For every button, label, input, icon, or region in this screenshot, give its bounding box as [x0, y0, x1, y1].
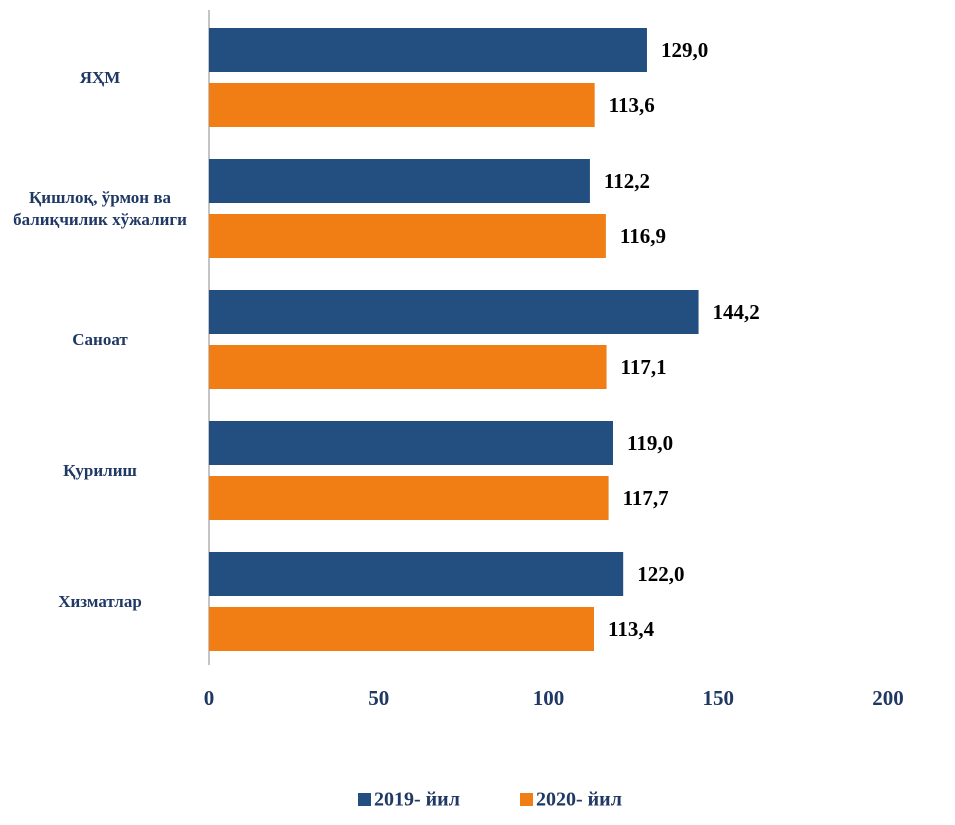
bar: [209, 607, 594, 651]
bar: [209, 476, 609, 520]
bar: [209, 552, 624, 596]
x-tick-label: 200: [872, 686, 904, 710]
x-tick-label: 0: [204, 686, 215, 710]
value-label: 112,2: [604, 169, 650, 193]
value-label: 113,6: [609, 93, 655, 117]
value-label: 122,0: [637, 562, 684, 586]
category-label: Хизматлар: [58, 592, 142, 611]
value-label: 129,0: [661, 38, 708, 62]
value-label: 119,0: [627, 431, 673, 455]
legend-swatch: [520, 793, 533, 806]
x-tick-label: 100: [533, 686, 565, 710]
value-label: 117,7: [623, 486, 669, 510]
bar: [209, 83, 595, 127]
bar: [209, 28, 647, 72]
bar: [209, 159, 590, 203]
x-tick-label: 150: [703, 686, 735, 710]
legend-label: 2020- йил: [536, 789, 622, 811]
category-label: Қурилиш: [63, 461, 137, 480]
value-label: 116,9: [620, 224, 666, 248]
category-label: Қишлоқ, ўрмон ва балиқчилик хўжалиги: [13, 188, 187, 229]
bar: [209, 214, 606, 258]
value-label: 117,1: [621, 355, 667, 379]
category-label: ЯҲМ: [79, 68, 121, 87]
x-tick-label: 50: [368, 686, 389, 710]
legend-swatch: [358, 793, 371, 806]
bar: [209, 345, 607, 389]
bar: [209, 421, 614, 465]
legend-label: 2019- йил: [374, 789, 460, 811]
value-label: 113,4: [608, 617, 655, 641]
value-label: 144,2: [713, 300, 760, 324]
bar: [209, 290, 699, 334]
category-label: Саноат: [72, 330, 128, 349]
